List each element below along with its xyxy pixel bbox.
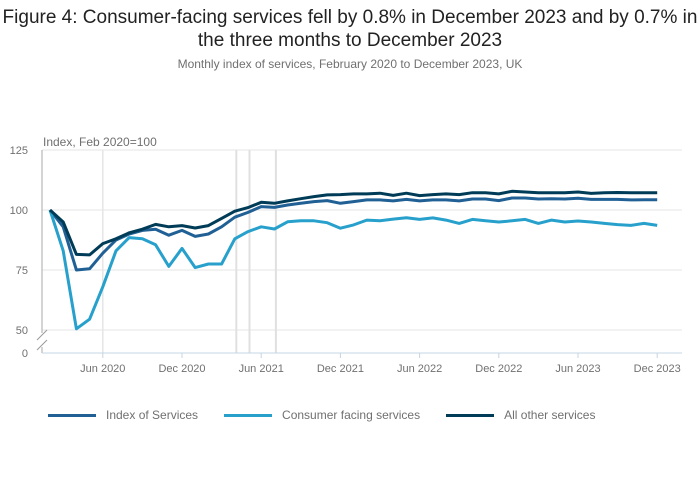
chart-title: Figure 4: Consumer-facing services fell …	[2, 7, 698, 51]
axes: Index, Feb 2020=100 0 50 75 100 125 Jun 2020 D…	[10, 135, 682, 375]
legend-swatch	[48, 413, 96, 417]
legend-item[interactable]: Index of Services	[48, 408, 198, 422]
series-line-all-other-services	[48, 189, 658, 257]
legend-label: Index of Services	[106, 408, 199, 422]
legend-swatch	[446, 413, 495, 417]
axis-break-mark	[36, 329, 48, 341]
legend-item[interactable]: Consumer facing services	[224, 408, 420, 422]
x-tick-label: Jun 2020	[80, 363, 125, 375]
axis-break-mark	[36, 339, 48, 351]
y-tick-label: 0	[22, 348, 28, 360]
y-tick-label: 100	[10, 205, 28, 217]
reference-lines	[235, 150, 277, 353]
y-tick-label: 125	[10, 145, 28, 157]
y-tick-label: 50	[16, 325, 28, 337]
x-tick-label: Jun 2022	[397, 363, 442, 375]
legend-label: Consumer facing services	[282, 408, 421, 422]
series	[48, 189, 658, 331]
legend-swatch	[224, 413, 273, 417]
x-tick-label: Dec 2022	[475, 363, 522, 375]
y-tick-label: 75	[16, 265, 28, 277]
chart-subtitle: Monthly index of services, February 2020…	[177, 57, 523, 71]
x-tick-label: Jun 2021	[239, 363, 284, 375]
grid	[42, 149, 682, 353]
x-tick-label: Jun 2023	[555, 363, 600, 375]
y-axis-title: Index, Feb 2020=100	[43, 135, 157, 149]
series-line-consumer-facing-services	[48, 209, 658, 331]
x-tick-label: Dec 2020	[158, 363, 205, 375]
legend-label: All other services	[504, 408, 596, 422]
legend: Index of Services Consumer facing service…	[48, 408, 621, 422]
series-line-index-of-services	[48, 196, 658, 272]
x-tick-label: Dec 2023	[634, 363, 681, 375]
legend-item[interactable]: All other services	[446, 408, 595, 422]
x-tick-label: Dec 2021	[317, 363, 364, 375]
